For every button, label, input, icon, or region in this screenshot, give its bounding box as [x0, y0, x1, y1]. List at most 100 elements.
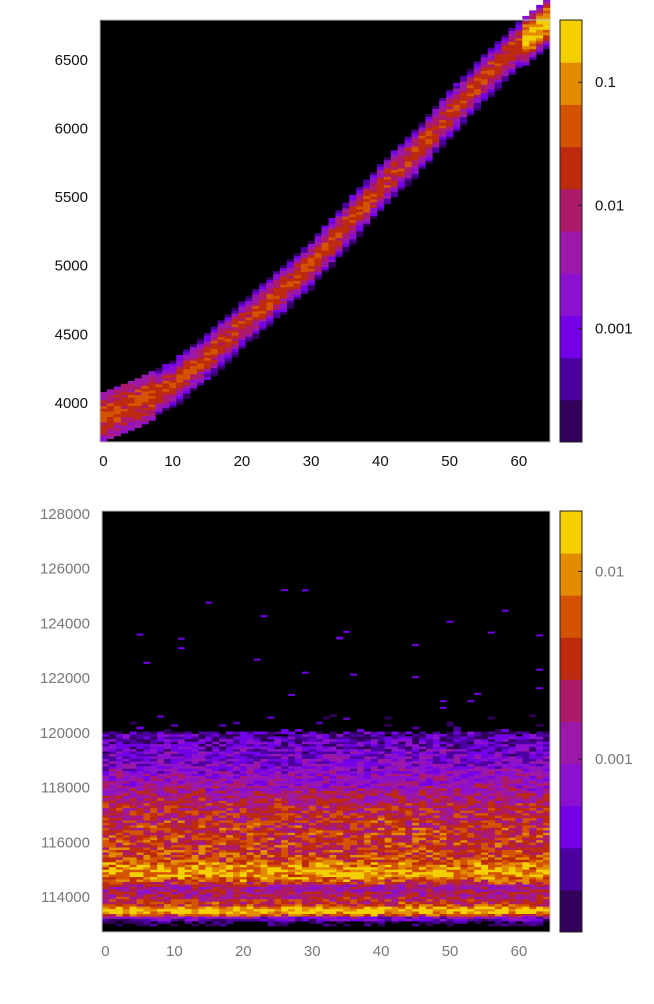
- heatmap-cell: [191, 746, 199, 750]
- heatmap-cell: [176, 385, 184, 389]
- heatmap-cell: [376, 172, 385, 176]
- heatmap-cell: [274, 884, 282, 887]
- heatmap-cell: [143, 834, 151, 838]
- heatmap-cell: [419, 879, 427, 882]
- heatmap-cell: [343, 785, 351, 789]
- heatmap-cell: [288, 830, 296, 833]
- heatmap-cell: [391, 756, 399, 759]
- heatmap-cell: [412, 866, 420, 870]
- heatmap-cell: [522, 26, 530, 30]
- heatmap-cell: [357, 896, 365, 900]
- heatmap-cell: [164, 770, 172, 774]
- heatmap-cell: [157, 862, 165, 865]
- heatmap-cell: [246, 844, 254, 848]
- heatmap-cell: [102, 817, 110, 821]
- heatmap-cell: [184, 748, 192, 752]
- heatmap-cell: [487, 61, 495, 65]
- heatmap-cell: [170, 815, 179, 818]
- heatmap-cell: [322, 903, 330, 907]
- heatmap-cell: [370, 199, 378, 203]
- heatmap-cell: [267, 780, 275, 784]
- heatmap-cell: [315, 753, 323, 757]
- heatmap-cell: [190, 346, 198, 350]
- heatmap-cell: [397, 182, 405, 185]
- heatmap-cell: [219, 805, 227, 809]
- heatmap-cell: [322, 802, 330, 806]
- heatmap-cell: [412, 817, 420, 821]
- heatmap-cell: [239, 896, 247, 900]
- heatmap-cell: [136, 906, 144, 910]
- heatmap-cell: [357, 805, 365, 809]
- heatmap-cell: [246, 866, 254, 870]
- heatmap-cell: [322, 864, 330, 868]
- heatmap-cell: [102, 852, 110, 855]
- heatmap-cell: [412, 810, 420, 814]
- heatmap-cell: [322, 908, 330, 912]
- heatmap-cell: [308, 807, 316, 811]
- heatmap-cell: [446, 125, 454, 129]
- heatmap-cell: [148, 384, 156, 388]
- heatmap-cell: [425, 921, 434, 924]
- heatmap-cell: [170, 857, 179, 860]
- heatmap-cell: [288, 859, 296, 863]
- heatmap-cell: [267, 879, 275, 882]
- heatmap-cell: [405, 802, 413, 806]
- heatmap-cell: [515, 29, 523, 33]
- heatmap-cell: [315, 881, 323, 885]
- heatmap-cell: [308, 827, 316, 831]
- heatmap-cell: [100, 411, 108, 415]
- heatmap-cell: [246, 748, 254, 752]
- heatmap-cell: [260, 756, 268, 759]
- heatmap-cell: [164, 859, 172, 863]
- heatmap-cell: [329, 733, 337, 737]
- heatmap-cell: [239, 743, 247, 747]
- heatmap-cell: [370, 898, 378, 902]
- heatmap-cell: [357, 866, 365, 870]
- heatmap-cell: [212, 889, 220, 892]
- heatmap-cell: [350, 864, 358, 868]
- heatmap-cell: [390, 183, 398, 187]
- heatmap-cell: [329, 906, 337, 910]
- heatmap-cell: [281, 807, 289, 811]
- heatmap-cell: [136, 903, 144, 907]
- heatmap-cell: [281, 837, 289, 841]
- heatmap-cell: [134, 405, 142, 409]
- heatmap-cell: [108, 891, 117, 895]
- heatmap-cell: [329, 842, 337, 846]
- heatmap-cell: [253, 751, 261, 754]
- heatmap-cell: [191, 918, 199, 922]
- heatmap-cell: [432, 741, 440, 745]
- heatmap-cell: [419, 785, 427, 789]
- heatmap-cell: [198, 906, 206, 910]
- heatmap-cell: [473, 86, 481, 90]
- heatmap-cell: [377, 768, 385, 772]
- heatmap-cell: [238, 317, 246, 321]
- heatmap-cell: [281, 879, 289, 882]
- heatmap-cell: [129, 911, 137, 914]
- heatmap-cell: [157, 741, 165, 745]
- heatmap-cell: [377, 758, 385, 762]
- heatmap-cell: [164, 741, 172, 745]
- heatmap-cell: [274, 837, 282, 841]
- heatmap-cell: [191, 775, 199, 779]
- heatmap-cell: [363, 918, 372, 922]
- heatmap-cell: [419, 758, 427, 762]
- heatmap-cell: [184, 854, 192, 858]
- heatmap-cell: [233, 798, 241, 801]
- heatmap-cell: [170, 820, 179, 823]
- heatmap-cell: [425, 820, 434, 823]
- heatmap-cell: [350, 834, 358, 838]
- heatmap-cell: [529, 37, 537, 41]
- heatmap-cell: [190, 352, 198, 356]
- heatmap-cell: [115, 763, 123, 767]
- heatmap-cell: [120, 397, 128, 401]
- heatmap-cell: [115, 901, 123, 905]
- heatmap-cell: [281, 810, 289, 814]
- heatmap-cell: [226, 901, 234, 905]
- heatmap-cell: [129, 881, 137, 885]
- heatmap-cell: [295, 830, 303, 833]
- heatmap-cell: [143, 916, 151, 919]
- heatmap-cell: [252, 330, 260, 334]
- heatmap-cell: [336, 874, 344, 878]
- heatmap-cell: [405, 768, 413, 772]
